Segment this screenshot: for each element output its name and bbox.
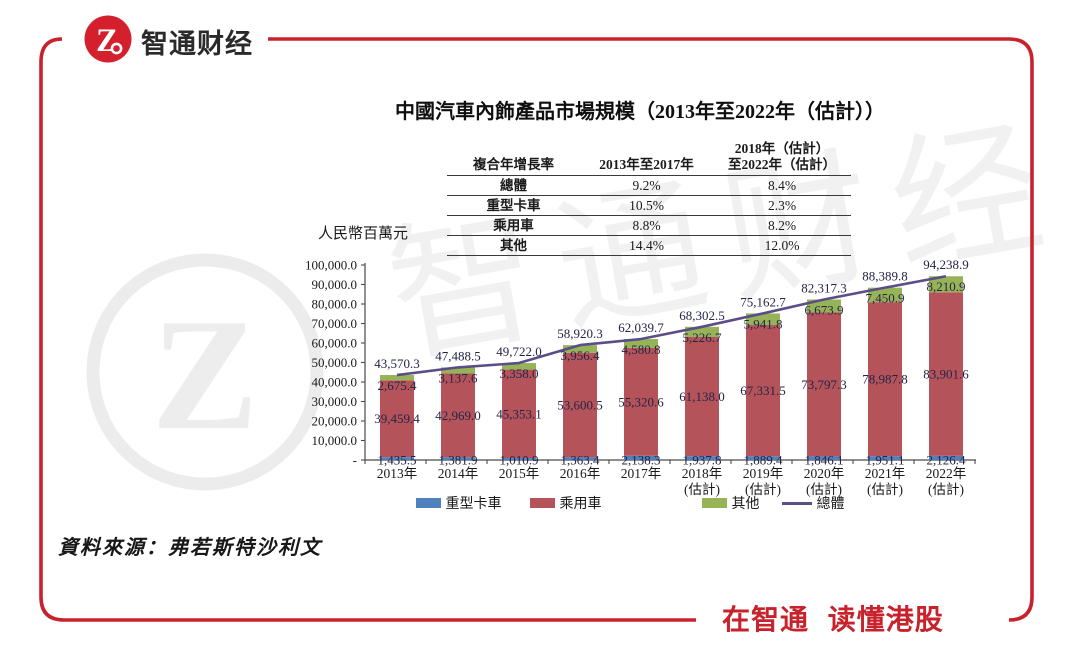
watermark-logo-glyph: Z (152, 285, 259, 463)
logo-hook (110, 42, 123, 55)
legend-item: 總體 (781, 493, 845, 513)
brand-logo-text: 智通财经 (141, 29, 253, 59)
legend-label: 總體 (816, 497, 845, 512)
legend-label: 其他 (731, 497, 760, 512)
other-value-label: 6,673.9 (805, 302, 844, 317)
total-value-label: 82,317.3 (801, 280, 847, 295)
y-tick-label: 30,000.0 (312, 394, 358, 409)
legend-swatch (529, 498, 555, 508)
legend-swatch (781, 501, 812, 505)
other-value-label: 3,137.6 (439, 370, 479, 385)
truck-value-label: 1,937.8 (683, 453, 722, 468)
total-value-label: 43,570.3 (374, 356, 420, 371)
x-tick-label: 2021年 (865, 466, 906, 481)
y-tick-label: 90,000.0 (312, 277, 358, 292)
cagr-header-cell: 複合年增長率 (447, 141, 580, 176)
total-value-label: 47,488.5 (435, 348, 481, 363)
passenger-value-label: 55,320.6 (618, 394, 664, 409)
cagr-value-cell: 9.2% (580, 175, 713, 196)
y-tick-label: 60,000.0 (312, 336, 358, 351)
passenger-value-label: 61,138.0 (679, 389, 725, 404)
truck-value-label: 2,126.4 (927, 453, 967, 468)
x-tick-label: 2019年 (743, 466, 784, 481)
y-tick-label: - (353, 453, 357, 468)
cagr-header-row: 複合年增長率 2013年至2017年 2018年（估計） 至2022年（估計） (447, 141, 851, 176)
cagr-header-cell: 2013年至2017年 (580, 141, 713, 176)
total-value-label: 49,722.0 (496, 344, 542, 359)
x-tick-label: 2015年 (499, 466, 540, 481)
brand-slogan: 在智通 读懂港股 (722, 604, 944, 635)
other-value-label: 3,358.0 (500, 366, 539, 381)
y-tick-label: 70,000.0 (312, 316, 358, 331)
x-tick-label: 2014年 (438, 466, 479, 481)
cagr-row-label: 總體 (447, 175, 580, 196)
stacked-bar-chart: 100,000.0 90,000.0 80,000.0 70,000.0 60,000.… (305, 257, 976, 497)
total-value-label: 88,389.8 (862, 269, 908, 284)
truck-value-label: 1,363.4 (561, 453, 601, 468)
truck-value-label: 1,889.4 (744, 453, 784, 468)
passenger-value-label: 39,459.4 (374, 411, 420, 426)
y-tick-label: 50,000.0 (312, 355, 358, 370)
legend-label: 乘用車 (559, 497, 602, 512)
passenger-value-label: 45,353.1 (496, 406, 542, 421)
other-value-label: 7,450.9 (866, 291, 905, 306)
truck-value-label: 1,846.1 (805, 453, 844, 468)
chart-legend: 重型卡車 乘用車 其他 總體 (280, 493, 980, 513)
legend-item: 重型卡車 (415, 493, 502, 513)
passenger-value-label: 78,987.8 (862, 372, 908, 387)
x-tick-label: 2017年 (621, 466, 662, 481)
source-note: 資料來源：弗若斯特沙利文 (58, 537, 322, 559)
x-tick-label: 2022年 (926, 466, 967, 481)
total-value-label: 94,238.9 (923, 257, 969, 272)
passenger-value-label: 73,797.3 (801, 377, 847, 392)
y-tick-label: 40,000.0 (312, 375, 358, 390)
passenger-value-label: 53,600.5 (557, 398, 603, 413)
x-tick-label: 2013年 (377, 466, 418, 481)
legend-label: 重型卡車 (445, 497, 502, 512)
x-tick-label: 2018年 (682, 466, 723, 481)
y-tick-label: 20,000.0 (312, 414, 358, 429)
x-tick-label: 2016年 (560, 466, 601, 481)
cagr-header-cell: 2018年（估計） 至2022年（估計） (713, 141, 851, 176)
other-value-label: 8,210.9 (927, 279, 966, 294)
passenger-value-label: 42,969.0 (435, 408, 481, 423)
passenger-value-label: 67,331.5 (740, 383, 786, 398)
other-value-label: 3,956.4 (561, 348, 601, 363)
chart-title: 中國汽車內飾產品市場規模（2013年至2022年（估計）） (395, 101, 885, 123)
other-value-label: 5,941.8 (744, 316, 783, 331)
truck-value-label: 2,138.3 (622, 453, 661, 468)
y-tick-label: 80,000.0 (312, 297, 358, 312)
truck-value-label: 1,010.9 (500, 453, 539, 468)
truck-value-label: 1,951.1 (866, 453, 905, 468)
truck-value-label: 1,381.9 (439, 453, 478, 468)
legend-item: 乘用車 (529, 493, 602, 513)
legend-item: 其他 (701, 493, 760, 513)
x-tick-label: 2020年 (804, 466, 845, 481)
y-tick-label: 10,000.0 (312, 433, 358, 448)
legend-swatch (415, 498, 441, 508)
cagr-value-cell: 8.4% (713, 175, 851, 196)
legend-swatch (701, 498, 727, 508)
total-value-label: 68,302.5 (679, 308, 725, 323)
total-value-label: 58,920.3 (557, 326, 603, 341)
other-value-label: 5,226.7 (683, 330, 723, 345)
truck-value-label: 1,435.5 (378, 453, 417, 468)
total-value-label: 62,039.7 (618, 320, 664, 335)
other-value-label: 2,675.4 (378, 378, 418, 393)
brand-logo-icon: Z (84, 15, 132, 63)
cagr-row: 總體 9.2% 8.4% (447, 175, 851, 196)
total-value-label: 75,162.7 (740, 294, 786, 309)
passenger-value-label: 83,901.6 (923, 367, 969, 382)
y-tick-label: 100,000.0 (305, 258, 357, 273)
other-value-label: 4,580.8 (622, 342, 661, 357)
